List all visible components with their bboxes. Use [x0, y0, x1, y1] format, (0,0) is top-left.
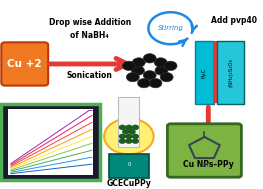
- Circle shape: [125, 134, 132, 139]
- Text: PyC: PyC: [202, 67, 207, 77]
- Text: NH: NH: [200, 163, 209, 168]
- FancyBboxPatch shape: [213, 41, 218, 103]
- Circle shape: [155, 66, 168, 75]
- Circle shape: [132, 125, 139, 130]
- Circle shape: [143, 54, 156, 63]
- Circle shape: [132, 58, 145, 67]
- Circle shape: [122, 61, 135, 70]
- Circle shape: [164, 61, 177, 70]
- Circle shape: [154, 58, 167, 67]
- Circle shape: [132, 134, 139, 139]
- Circle shape: [125, 139, 132, 144]
- Circle shape: [104, 119, 154, 154]
- Circle shape: [125, 125, 132, 130]
- Text: Drop wise Addition: Drop wise Addition: [49, 18, 131, 27]
- Circle shape: [143, 70, 156, 80]
- Text: Stirring: Stirring: [158, 25, 184, 31]
- Circle shape: [132, 66, 144, 75]
- FancyBboxPatch shape: [109, 154, 149, 178]
- Circle shape: [119, 134, 126, 139]
- Circle shape: [160, 72, 173, 82]
- FancyBboxPatch shape: [168, 124, 241, 177]
- FancyBboxPatch shape: [217, 41, 245, 104]
- Circle shape: [129, 129, 135, 134]
- Circle shape: [119, 125, 126, 130]
- Circle shape: [138, 78, 150, 88]
- Text: Sonication: Sonication: [67, 71, 113, 80]
- FancyBboxPatch shape: [1, 42, 48, 86]
- FancyBboxPatch shape: [118, 98, 139, 147]
- Text: Add pvp40: Add pvp40: [211, 16, 257, 25]
- Text: of NaBH₄: of NaBH₄: [70, 31, 109, 40]
- Circle shape: [132, 139, 139, 144]
- Circle shape: [122, 129, 129, 134]
- FancyBboxPatch shape: [195, 41, 214, 104]
- Text: GCECuPPy: GCECuPPy: [107, 179, 151, 188]
- Circle shape: [149, 78, 162, 88]
- FancyBboxPatch shape: [1, 104, 100, 180]
- Circle shape: [119, 139, 126, 144]
- Circle shape: [126, 72, 139, 82]
- Text: 0: 0: [127, 163, 131, 167]
- FancyBboxPatch shape: [8, 109, 93, 175]
- Text: Cu NPs–PPy: Cu NPs–PPy: [183, 160, 234, 169]
- Text: Cu +2: Cu +2: [7, 59, 42, 69]
- Text: (NH₄)₂S₂O₈: (NH₄)₂S₂O₈: [228, 58, 233, 87]
